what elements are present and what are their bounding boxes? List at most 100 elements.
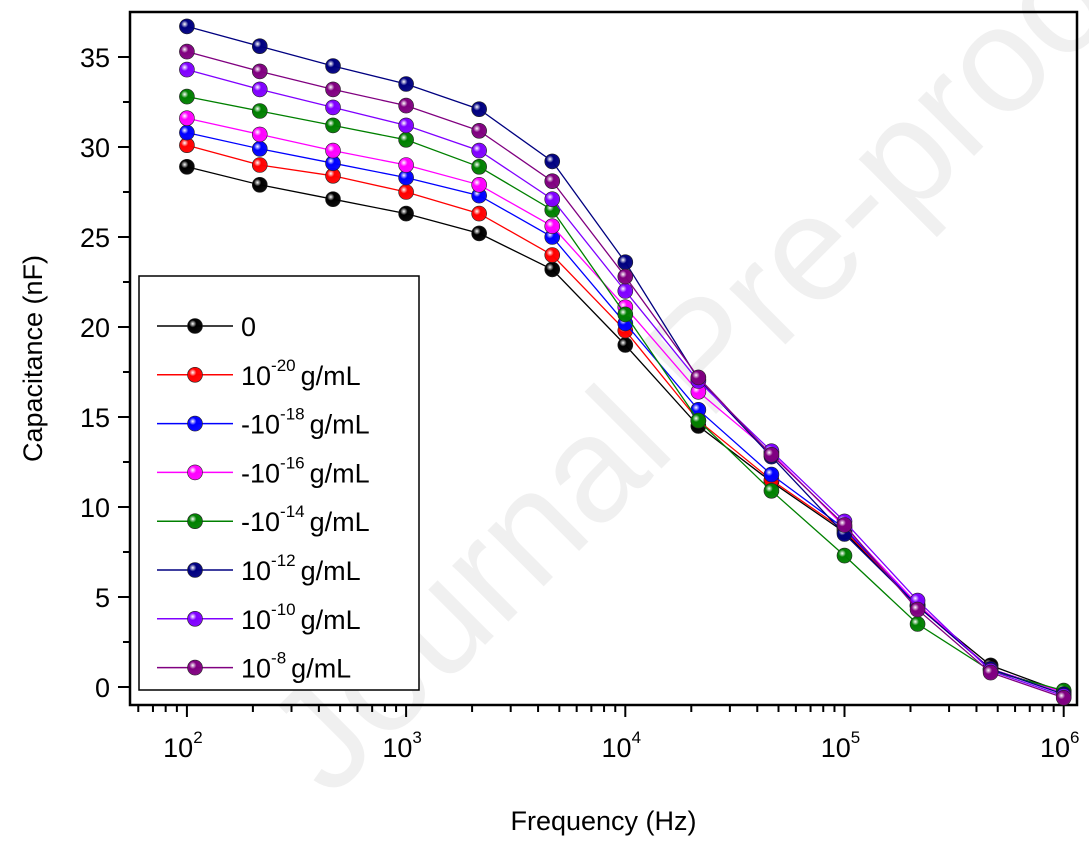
data-point	[471, 101, 487, 117]
legend-box	[138, 275, 420, 691]
data-point	[398, 205, 414, 222]
data-point	[617, 306, 634, 323]
data-point	[471, 177, 487, 193]
x-axis: 102 103 104 105 106	[137, 705, 1080, 763]
data-point	[690, 369, 707, 386]
data-point	[909, 616, 926, 632]
legend-label: 10-8 g/mL	[241, 649, 351, 684]
data-point	[325, 58, 341, 74]
data-point	[325, 142, 341, 159]
x-tick-label: 104	[602, 728, 642, 763]
data-point	[179, 18, 195, 35]
data-point	[325, 117, 341, 134]
data-point	[763, 482, 780, 499]
legend-item: 10-10 g/mL	[157, 600, 361, 635]
legend-label: 10-20 g/mL	[241, 356, 361, 391]
data-point	[909, 601, 926, 618]
data-point	[544, 191, 561, 207]
data-point	[251, 141, 268, 157]
data-point	[251, 177, 268, 193]
y-tick-label: 5	[95, 583, 110, 613]
data-point	[325, 99, 341, 116]
data-point	[617, 254, 634, 271]
y-axis: 0 5 10 15 20 25 30 35	[80, 43, 130, 703]
data-point	[544, 173, 561, 189]
data-point	[398, 184, 414, 200]
legend-swatch-marker	[187, 513, 203, 530]
data-point	[398, 117, 414, 134]
data-point	[471, 159, 487, 175]
data-point	[544, 218, 561, 234]
data-point	[982, 664, 999, 681]
legend-label: 10-10 g/mL	[241, 600, 361, 635]
y-tick-label: 35	[80, 43, 110, 73]
data-point	[398, 132, 414, 148]
y-tick-label: 10	[80, 493, 110, 523]
legend-item: 10-20 g/mL	[157, 356, 361, 391]
x-tick-label: 105	[821, 728, 861, 763]
data-point	[471, 205, 487, 222]
data-point	[617, 337, 634, 353]
series-7	[179, 43, 1072, 706]
y-tick-label: 0	[95, 673, 110, 703]
data-point	[251, 103, 268, 119]
legend-label: -10-18 g/mL	[241, 405, 370, 440]
legend-item: 0	[157, 312, 256, 342]
series-layer	[179, 18, 1072, 706]
data-point	[398, 76, 414, 92]
data-point	[763, 446, 780, 463]
data-point	[325, 191, 341, 207]
data-point	[179, 43, 195, 60]
data-point	[251, 126, 268, 143]
series-4	[179, 88, 1072, 699]
data-point	[836, 547, 853, 564]
legend-swatch-marker	[187, 415, 203, 432]
data-point	[544, 247, 561, 263]
data-point	[179, 61, 195, 78]
data-point	[836, 517, 853, 533]
data-point	[471, 142, 487, 159]
data-point	[179, 159, 195, 175]
data-point	[251, 81, 268, 98]
data-point	[544, 261, 561, 278]
data-point	[690, 412, 707, 429]
data-point	[471, 123, 487, 139]
data-point	[544, 153, 561, 170]
legend-item: 10-8 g/mL	[157, 649, 351, 684]
y-axis-title: Capacitance (nF)	[18, 255, 48, 462]
x-tick-label: 102	[163, 728, 203, 763]
data-point	[325, 81, 341, 98]
legend: 0 10-20 g/mL -10-18 g/mL -10-16 g/mL -10-14 g/mL…	[138, 275, 420, 691]
data-point	[471, 225, 487, 242]
data-point	[179, 124, 195, 141]
y-tick-label: 15	[80, 403, 110, 433]
legend-label: 0	[241, 312, 256, 342]
legend-item: -10-14 g/mL	[157, 502, 370, 537]
data-point	[251, 38, 268, 55]
legend-label: -10-14 g/mL	[241, 502, 370, 537]
data-point	[251, 157, 268, 173]
data-point	[179, 88, 195, 105]
data-point	[617, 283, 634, 299]
x-axis-title: Frequency (Hz)	[510, 806, 696, 836]
legend-item: 10-12 g/mL	[157, 551, 361, 586]
x-tick-label: 106	[1040, 728, 1080, 763]
legend-swatch-marker	[187, 464, 203, 481]
y-tick-label: 25	[80, 223, 110, 253]
data-point	[617, 268, 634, 285]
y-tick-label: 20	[80, 313, 110, 343]
data-point	[1055, 689, 1072, 706]
legend-swatch-marker	[187, 562, 203, 578]
x-tick-label: 103	[382, 728, 422, 763]
data-point	[763, 466, 780, 483]
data-point	[179, 110, 195, 126]
legend-swatch-marker	[187, 659, 203, 676]
data-point	[398, 157, 414, 173]
legend-swatch-marker	[187, 610, 203, 627]
legend-label: -10-16 g/mL	[241, 453, 370, 488]
plot-area: 102 103 104 105 106 0 5 10 15 20 25 30 35	[80, 10, 1080, 763]
data-point	[251, 63, 268, 80]
legend-swatch-marker	[187, 366, 203, 383]
legend-item: -10-18 g/mL	[157, 405, 370, 440]
